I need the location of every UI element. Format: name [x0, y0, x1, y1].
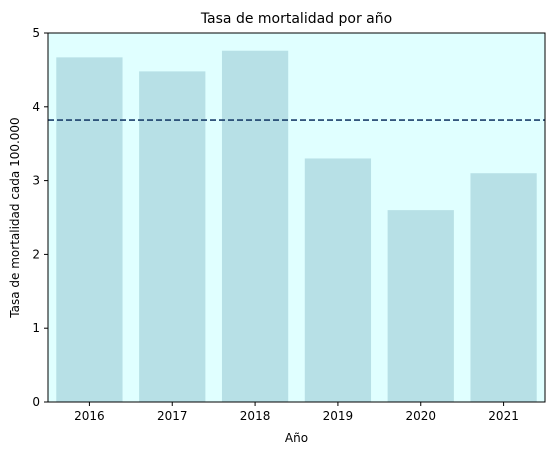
chart-title: Tasa de mortalidad por año: [200, 11, 392, 27]
bar-2020: [387, 210, 454, 402]
bar-2018: [221, 50, 289, 402]
y-tick-label: 5: [32, 26, 40, 40]
y-tick-label: 1: [32, 321, 40, 335]
x-axis: 2016 2017 2018 2019 2020 2021: [74, 402, 519, 423]
y-tick-label: 0: [32, 395, 40, 409]
y-axis: 0 1 2 3 4 5: [32, 26, 48, 409]
x-tick-label: 2018: [240, 409, 271, 423]
x-axis-label: Año: [285, 431, 308, 445]
bar-2019: [304, 158, 372, 402]
y-tick-label: 2: [32, 247, 40, 261]
plot-frame: [47, 32, 546, 403]
x-tick-label: 2020: [405, 409, 436, 423]
plot-background: [48, 33, 545, 402]
bars-layer: [56, 50, 537, 402]
bar-2016: [56, 57, 123, 402]
x-tick-label: 2016: [74, 409, 105, 423]
y-tick-label: 4: [32, 100, 40, 114]
y-axis-label: Tasa de mortalidad cada 100.000: [8, 117, 22, 318]
y-tick-label: 3: [32, 174, 40, 188]
bar-2017: [139, 71, 206, 402]
x-tick-label: 2021: [488, 409, 519, 423]
bar-2021: [470, 173, 537, 402]
x-tick-label: 2017: [157, 409, 188, 423]
x-tick-label: 2019: [323, 409, 354, 423]
